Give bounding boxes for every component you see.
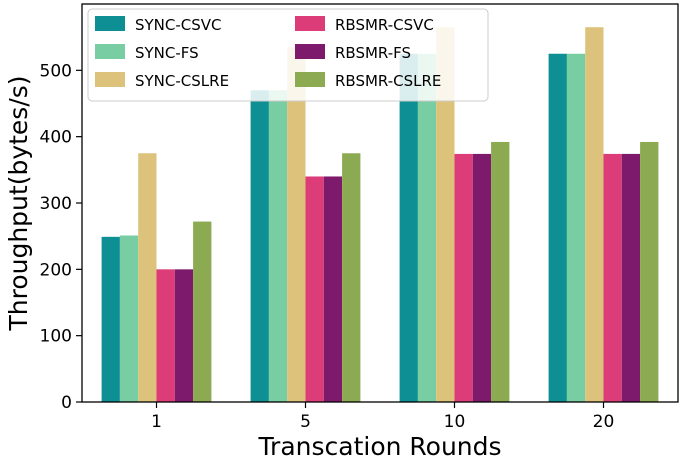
y-tick-label: 200 bbox=[40, 260, 72, 280]
y-tick-label: 0 bbox=[61, 393, 72, 413]
bar-rbsmr-fs-5 bbox=[323, 176, 343, 402]
bar-sync-csvc-20 bbox=[548, 53, 567, 402]
bar-sync-csvc-5 bbox=[250, 90, 269, 402]
legend-label-rbsmr-cslre: RBSMR-CSLRE bbox=[335, 72, 441, 90]
x-tick-label: 10 bbox=[444, 412, 466, 432]
y-tick-label: 500 bbox=[40, 61, 72, 81]
bar-sync-csvc-1 bbox=[101, 236, 120, 402]
x-axis: 1 5 10 20 bbox=[151, 402, 614, 432]
legend-label-rbsmr-fs: RBSMR-FS bbox=[335, 44, 411, 62]
bar-sync-fs-5 bbox=[268, 90, 288, 402]
bar-rbsmr-fs-10 bbox=[472, 153, 492, 402]
y-tick-label: 100 bbox=[40, 327, 72, 347]
bar-rbsmr-cslre-10 bbox=[491, 141, 510, 402]
bar-sync-csvc-10 bbox=[399, 53, 418, 402]
bar-rbsmr-csvc-20 bbox=[603, 153, 622, 402]
legend-swatch-sync-cslre bbox=[95, 72, 125, 87]
x-axis-title: Transcation Rounds bbox=[257, 432, 501, 461]
bar-rbsmr-csvc-1 bbox=[156, 269, 175, 402]
y-axis: 0 100 200 300 400 500 bbox=[40, 61, 82, 413]
x-tick-label: 1 bbox=[151, 412, 162, 432]
bar-rbsmr-csvc-10 bbox=[454, 153, 473, 402]
legend-swatch-rbsmr-csvc bbox=[295, 16, 325, 31]
bar-rbsmr-fs-20 bbox=[621, 153, 641, 402]
bar-rbsmr-cslre-20 bbox=[640, 141, 659, 402]
legend-label-sync-cslre: SYNC-CSLRE bbox=[135, 72, 229, 90]
bar-rbsmr-cslre-5 bbox=[342, 153, 361, 402]
bar-sync-fs-1 bbox=[119, 235, 139, 402]
legend: SYNC-CSVC SYNC-FS SYNC-CSLRE RBSMR-CSVC RBSM… bbox=[87, 8, 489, 102]
bar-rbsmr-csvc-5 bbox=[305, 176, 324, 402]
bar-sync-cslre-10 bbox=[436, 27, 455, 402]
bar-sync-fs-20 bbox=[566, 53, 586, 402]
x-tick-label: 20 bbox=[593, 412, 615, 432]
bar-rbsmr-fs-1 bbox=[174, 269, 194, 402]
legend-label-sync-csvc: SYNC-CSVC bbox=[135, 16, 222, 34]
x-tick-label: 5 bbox=[300, 412, 311, 432]
bars-group bbox=[101, 27, 659, 403]
legend-box bbox=[87, 8, 489, 102]
legend-swatch-rbsmr-fs bbox=[295, 44, 325, 59]
legend-label-sync-fs: SYNC-FS bbox=[135, 44, 199, 62]
y-axis-title: Throughput(bytes/s) bbox=[4, 75, 33, 331]
legend-label-rbsmr-csvc: RBSMR-CSVC bbox=[335, 16, 434, 34]
bar-sync-cslre-1 bbox=[138, 153, 157, 402]
bar-sync-cslre-5 bbox=[287, 47, 306, 403]
legend-swatch-rbsmr-cslre bbox=[295, 72, 325, 87]
legend-swatch-sync-csvc bbox=[95, 16, 125, 31]
bar-rbsmr-cslre-1 bbox=[193, 221, 212, 402]
y-tick-label: 400 bbox=[40, 128, 72, 148]
bar-sync-cslre-20 bbox=[585, 27, 604, 402]
y-tick-label: 300 bbox=[40, 194, 72, 214]
bar-sync-fs-10 bbox=[417, 53, 437, 402]
legend-swatch-sync-fs bbox=[95, 44, 125, 59]
